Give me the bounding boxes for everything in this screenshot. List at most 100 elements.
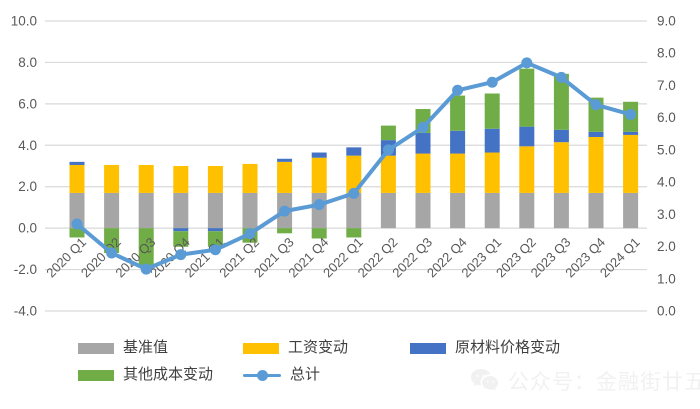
legend-label: 基准值	[123, 339, 169, 356]
line-marker-2023 Q1	[486, 76, 498, 88]
bar-segment-其他成本变动-2020 Q4	[173, 231, 189, 247]
line-marker-2022 Q3	[417, 121, 429, 133]
bar-segment-工资变动-2024 Q1	[623, 134, 639, 193]
bar-segment-其他成本变动-2022 Q4	[450, 95, 466, 131]
bar-segment-工资变动-2021 Q3	[277, 161, 293, 193]
right-axis-tick: 1.0	[657, 271, 676, 286]
left-axis-tick: 4.0	[18, 138, 37, 153]
bar-segment-基准值-2020 Q3	[138, 192, 154, 229]
bar-segment-基准值-2023 Q3	[553, 192, 569, 229]
wechat-icon	[471, 369, 498, 391]
bar-segment-基准值-2022 Q4	[450, 192, 466, 229]
legend-item-其他成本变动: 其他成本变动	[78, 367, 213, 383]
bar-segment-基准值-2023 Q2	[519, 192, 535, 229]
bar-segment-其他成本变动-2023 Q1	[484, 93, 500, 129]
bar-segment-其他成本变动-2022 Q2	[380, 125, 396, 141]
right-axis-tick: 9.0	[657, 14, 676, 29]
bar-segment-原材料价格变动-2021 Q1	[207, 228, 223, 232]
left-axis-tick: 2.0	[18, 179, 37, 194]
bar-segment-其他成本变动-2022 Q1	[346, 228, 362, 238]
left-axis-tick: 0.0	[18, 221, 37, 236]
bar-segment-工资变动-2022 Q3	[415, 153, 431, 193]
bar-segment-工资变动-2023 Q4	[588, 137, 604, 193]
legend-label: 原材料价格变动	[455, 339, 561, 356]
line-marker-2023 Q2	[521, 57, 533, 69]
line-marker-2023 Q4	[590, 99, 602, 111]
line-marker-2021 Q2	[244, 228, 256, 240]
right-axis-tick: 2.0	[657, 239, 676, 254]
legend-swatch	[78, 342, 114, 354]
bar-segment-其他成本变动-2020 Q1	[69, 228, 85, 238]
right-axis-tick: 5.0	[657, 142, 676, 157]
line-marker-2022 Q4	[452, 84, 464, 96]
bar-segment-工资变动-2022 Q1	[346, 155, 362, 193]
bar-segment-基准值-2020 Q2	[104, 192, 120, 229]
bar-segment-工资变动-2021 Q2	[242, 163, 258, 193]
left-axis-tick: -2.0	[14, 262, 37, 277]
legend-swatch	[410, 342, 446, 354]
bar-segment-工资变动-2020 Q2	[104, 164, 120, 193]
bar-segment-基准值-2022 Q2	[380, 192, 396, 229]
bar-segment-基准值-2021 Q1	[207, 192, 223, 229]
wechat-watermark: 公众号：金融街廿五	[470, 366, 700, 396]
bar-segment-其他成本变动-2020 Q3	[138, 228, 154, 266]
bar-segment-基准值-2023 Q4	[588, 192, 604, 229]
right-axis-tick: 0.0	[657, 304, 676, 319]
bar-segment-原材料价格变动-2023 Q2	[519, 126, 535, 147]
left-axis-tick: 8.0	[18, 55, 37, 70]
bar-segment-工资变动-2022 Q2	[380, 155, 396, 193]
bar-segment-原材料价格变动-2022 Q4	[450, 130, 466, 154]
line-marker-2024 Q1	[625, 108, 637, 120]
bar-segment-工资变动-2020 Q1	[69, 164, 85, 193]
legend-item-工资变动: 工资变动	[243, 340, 348, 356]
bar-segment-原材料价格变动-2023 Q1	[484, 128, 500, 153]
line-marker-2022 Q1	[348, 187, 360, 199]
bar-segment-基准值-2021 Q4	[311, 192, 327, 229]
right-axis-tick: 7.0	[657, 78, 676, 93]
bar-segment-其他成本变动-2021 Q4	[311, 228, 327, 239]
chart-canvas: 10.0 8.0 6.0 4.0 2.0 0.0 -2.0 -4.0 9.0 8.0 7.0 6.0 5…	[11, 14, 676, 319]
legend-label: 其他成本变动	[123, 366, 214, 383]
bar-segment-其他成本变动-2021 Q3	[277, 228, 293, 234]
legend-line-marker-symbol	[243, 369, 281, 381]
line-marker-2020 Q3	[140, 263, 152, 275]
bar-segment-基准值-2022 Q3	[415, 192, 431, 229]
bar-segment-基准值-2022 Q1	[346, 192, 362, 229]
left-axis-tick: 10.0	[11, 14, 37, 29]
left-axis-tick: 6.0	[18, 96, 37, 111]
legend-label: 工资变动	[288, 339, 349, 356]
legend-swatch	[243, 342, 279, 354]
bar-segment-工资变动-2020 Q3	[138, 164, 154, 193]
bar-segment-其他成本变动-2020 Q2	[104, 228, 120, 253]
bar-segment-原材料价格变动-2021 Q4	[311, 152, 327, 158]
legend-item-原材料价格变动: 原材料价格变动	[410, 340, 560, 356]
bar-segment-原材料价格变动-2020 Q4	[173, 228, 189, 232]
bar-segment-工资变动-2021 Q4	[311, 157, 327, 193]
line-marker-2022 Q2	[382, 144, 394, 156]
right-axis-tick: 6.0	[657, 110, 676, 125]
bar-segment-原材料价格变动-2022 Q1	[346, 147, 362, 156]
bar-segment-原材料价格变动-2024 Q1	[623, 131, 639, 135]
bar-segment-其他成本变动-2023 Q2	[519, 68, 535, 127]
line-marker-2021 Q3	[279, 205, 291, 217]
bar-segment-原材料价格变动-2023 Q3	[553, 129, 569, 143]
legend-line-dot	[256, 369, 268, 381]
bar-segment-工资变动-2023 Q1	[484, 152, 500, 193]
bar-segment-工资变动-2020 Q4	[173, 166, 189, 193]
right-axis-tick: 8.0	[657, 46, 676, 61]
line-marker-2020 Q4	[175, 249, 187, 261]
bar-segment-基准值-2020 Q1	[69, 192, 85, 229]
legend-item-总计: 总计	[243, 367, 320, 383]
bar-segment-工资变动-2022 Q4	[450, 153, 466, 193]
bar-segment-原材料价格变动-2021 Q3	[277, 158, 293, 162]
bar-segment-原材料价格变动-2022 Q3	[415, 132, 431, 154]
bar-segment-基准值-2020 Q4	[173, 192, 189, 229]
bar-segment-基准值-2021 Q2	[242, 192, 258, 229]
bar-segment-原材料价格变动-2023 Q4	[588, 131, 604, 137]
line-marker-2023 Q3	[555, 71, 567, 83]
bar-segment-工资变动-2023 Q2	[519, 146, 535, 193]
legend-swatch	[78, 369, 114, 381]
line-marker-2021 Q1	[209, 244, 221, 256]
legend-item-基准值: 基准值	[78, 340, 168, 356]
